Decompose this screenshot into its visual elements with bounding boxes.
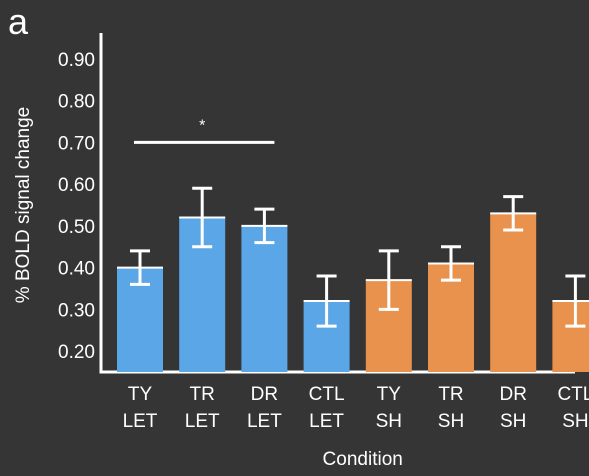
x-tick-label: LET xyxy=(185,411,220,432)
significance-marker: * xyxy=(199,117,205,134)
x-tick-label: TR xyxy=(190,384,215,405)
x-tick-label: SH xyxy=(562,411,588,432)
y-tick-label: 0.40 xyxy=(58,259,95,280)
y-tick-label: 0.90 xyxy=(58,50,95,71)
bar xyxy=(552,301,589,372)
x-tick-label: LET xyxy=(247,411,282,432)
y-tick-label: 0.80 xyxy=(58,92,95,113)
y-tick-label: 0.50 xyxy=(58,217,95,238)
y-tick-label: 0.60 xyxy=(58,175,95,196)
y-axis-title: % BOLD signal change xyxy=(13,107,34,303)
x-tick-label: TY xyxy=(128,384,153,405)
x-axis-title: Condition xyxy=(323,449,403,470)
x-tick-label: TR xyxy=(438,384,463,405)
x-tick-label: CTL xyxy=(309,384,345,405)
bar xyxy=(241,225,288,372)
x-tick-label: LET xyxy=(123,411,158,432)
x-tick-label: LET xyxy=(309,411,344,432)
x-tick-label: CTL xyxy=(557,384,589,405)
y-tick-label: 0.20 xyxy=(58,342,95,363)
x-tick-label: DR xyxy=(499,384,526,405)
x-tick-label: SH xyxy=(376,411,402,432)
x-tick-label: TY xyxy=(377,384,402,405)
x-tick-label: SH xyxy=(500,411,526,432)
bar xyxy=(490,213,537,372)
y-tick-label: 0.30 xyxy=(58,300,95,321)
panel-label: a xyxy=(8,1,29,42)
x-tick-label: SH xyxy=(438,411,464,432)
y-tick-label: 0.70 xyxy=(58,133,95,154)
x-tick-label: DR xyxy=(251,384,278,405)
